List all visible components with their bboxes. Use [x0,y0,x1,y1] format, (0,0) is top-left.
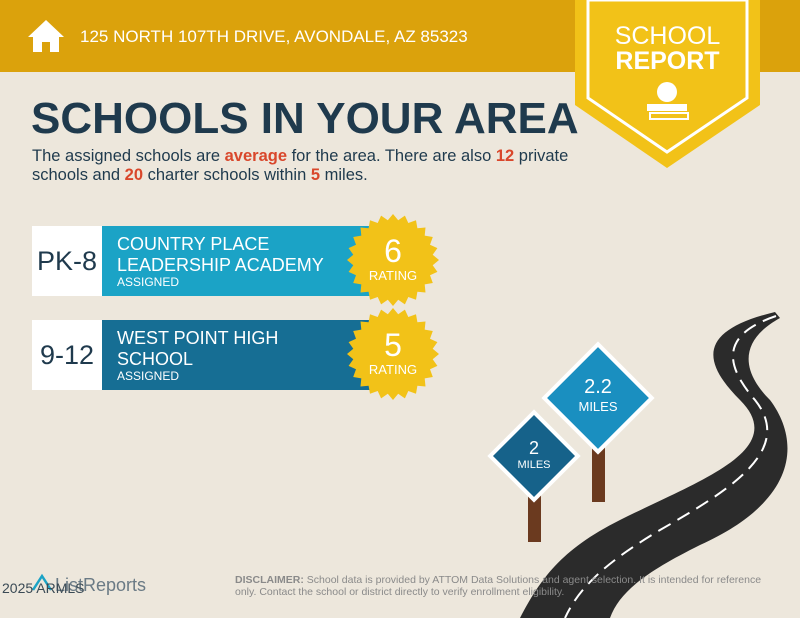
school-bar [102,226,370,296]
rating: 6 RATING [348,234,438,283]
book-icon [647,104,687,111]
intro: The assigned schools are average for the… [32,147,592,185]
intro-text: charter schools within [143,166,311,184]
intro-text: for the area. There are also [287,147,496,165]
sign-unit: MILES [578,399,618,414]
badge-border [586,0,749,154]
book-icon [649,112,689,120]
badge-text: SCHOOL REPORT [575,24,760,74]
road [520,312,788,618]
intro-highlight: 5 [310,166,321,184]
sign-text: 2.2 MILES [553,376,643,414]
school-status: ASSIGNED [117,369,180,383]
badge-line: REPORT [615,47,720,75]
sign-post [592,440,605,502]
sign-distance: 2 [528,438,539,458]
intro-highlight: average [224,147,288,165]
rating-label: RATING [368,362,418,377]
road-line [564,315,777,618]
logo: ListReports [55,575,147,595]
school-name: COUNTRY PLACE LEADERSHIP ACADEMY [117,234,324,275]
disclaimer: DISCLAIMER: School data is provided by A… [235,574,775,598]
sign-unit: MILES [517,459,551,471]
grade: PK-8 [32,226,102,296]
copyright: 2025 ARMLS [2,580,85,596]
disclaimer-text: School data is provided by ATTOM Data So… [235,574,764,598]
badge-line: SCHOOL [614,22,721,50]
intro-highlight: 12 [495,147,515,165]
school-info: COUNTRY PLACE LEADERSHIP ACADEMY ASSIGNE… [102,226,370,296]
school-info: WEST POINT HIGH SCHOOL ASSIGNED [102,320,370,390]
rating: 5 RATING [348,328,438,377]
address: 125 NORTH 107TH DRIVE, AVONDALE, AZ 8532… [80,27,468,46]
rating-value: 6 [384,233,402,269]
rating-value: 5 [384,327,402,363]
disclaimer-label: DISCLAIMER: [235,574,304,586]
home-icon [28,20,64,52]
intro-highlight: 20 [124,166,144,184]
sign [541,341,655,455]
school-status: ASSIGNED [117,275,180,289]
intro-text: The assigned schools are [32,147,225,165]
title: SCHOOLS IN YOUR AREA [31,94,579,143]
rating-label: RATING [368,268,418,283]
school-bar [102,320,370,390]
grade: 9-12 [32,320,102,390]
rating-star [347,308,439,400]
apple-icon [657,82,677,102]
logo-icon [31,573,53,591]
intro-text: private schools and [32,147,573,184]
rating-star [347,214,439,306]
intro-text: miles. [320,166,368,184]
sign [487,409,581,503]
sign-post [528,490,541,542]
sign-text: 2 MILES [489,438,579,471]
school-name: WEST POINT HIGH SCHOOL [117,328,279,369]
sign-distance: 2.2 [584,376,612,398]
